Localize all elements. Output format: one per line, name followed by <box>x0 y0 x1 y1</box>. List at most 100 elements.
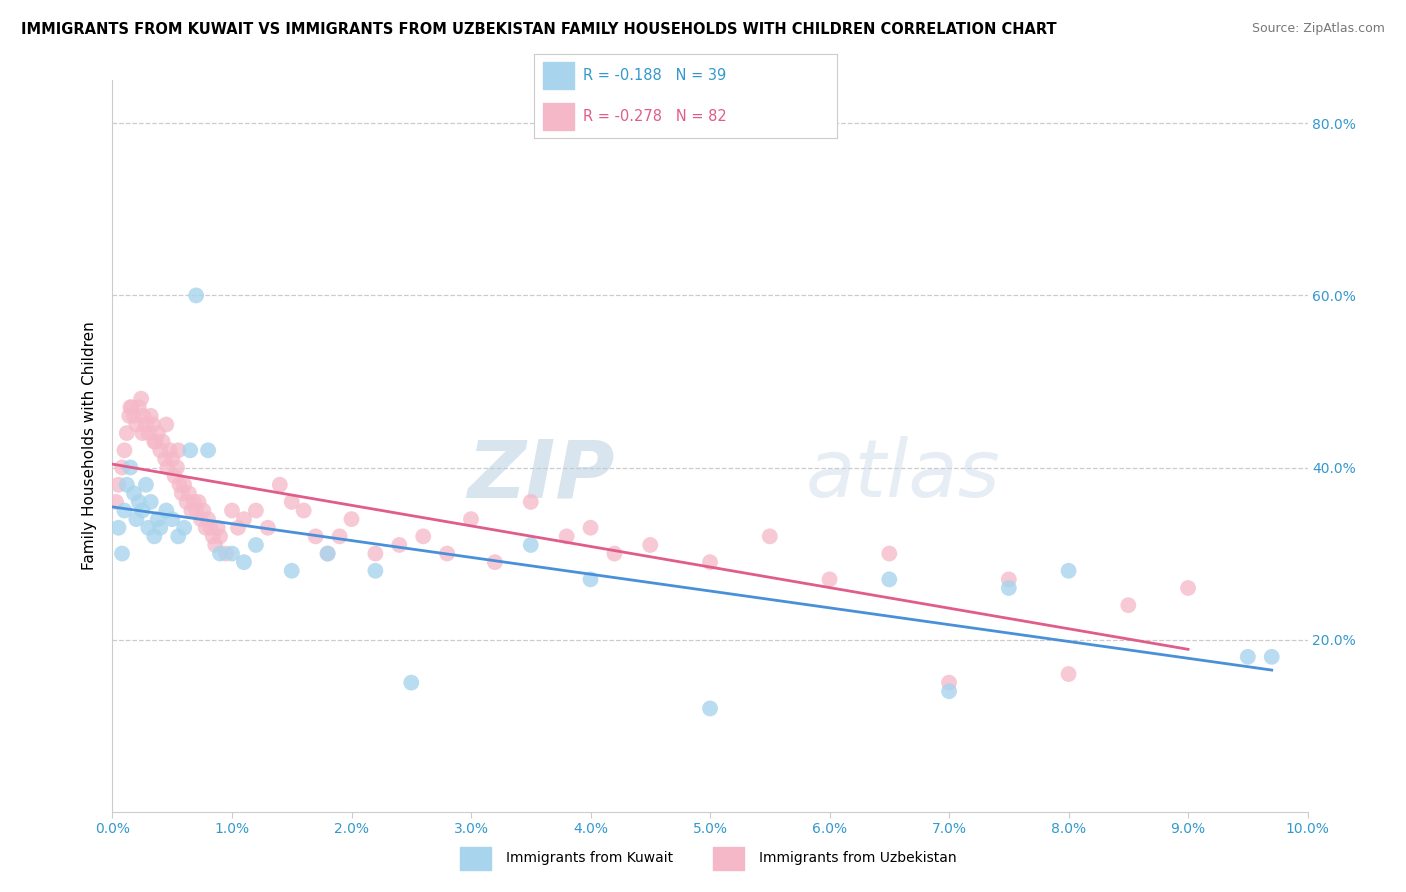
Point <box>118 409 141 423</box>
Text: IMMIGRANTS FROM KUWAIT VS IMMIGRANTS FROM UZBEKISTAN FAMILY HOUSEHOLDS WITH CHIL: IMMIGRANTS FROM KUWAIT VS IMMIGRANTS FRO… <box>21 22 1057 37</box>
Point <box>105 495 128 509</box>
Point <box>138 426 160 441</box>
Point <box>257 521 280 535</box>
Point <box>520 495 543 509</box>
Point <box>186 503 208 517</box>
Point <box>167 529 190 543</box>
Point <box>173 521 195 535</box>
Text: Immigrants from Kuwait: Immigrants from Kuwait <box>506 851 673 865</box>
Point <box>131 426 153 441</box>
Point <box>159 443 181 458</box>
Text: atlas: atlas <box>806 436 1001 515</box>
Point <box>155 417 177 432</box>
Point <box>436 547 458 561</box>
Point <box>107 477 129 491</box>
Point <box>364 564 387 578</box>
Point <box>139 495 162 509</box>
Point <box>135 417 157 432</box>
Point <box>281 564 304 578</box>
Point <box>131 503 153 517</box>
Text: Source: ZipAtlas.com: Source: ZipAtlas.com <box>1251 22 1385 36</box>
Point <box>1057 564 1080 578</box>
Point <box>555 529 578 543</box>
Text: R = -0.188   N = 39: R = -0.188 N = 39 <box>582 68 725 83</box>
Point <box>135 477 157 491</box>
Point <box>179 443 201 458</box>
Point <box>197 443 219 458</box>
Text: R = -0.278   N = 82: R = -0.278 N = 82 <box>582 109 727 124</box>
Point <box>818 573 841 587</box>
Point <box>146 426 169 441</box>
Point <box>221 547 243 561</box>
Point <box>938 684 960 698</box>
Point <box>128 495 150 509</box>
Point <box>209 547 232 561</box>
Point <box>173 477 195 491</box>
Point <box>138 521 160 535</box>
Point <box>197 512 219 526</box>
Point <box>143 434 166 449</box>
Point <box>187 495 209 509</box>
Point <box>194 521 217 535</box>
Point <box>142 417 165 432</box>
Point <box>155 503 177 517</box>
Point <box>245 503 267 517</box>
Point <box>132 409 155 423</box>
Point <box>209 529 232 543</box>
Point <box>269 477 291 491</box>
Point <box>111 547 134 561</box>
Point <box>149 521 172 535</box>
Point <box>759 529 782 543</box>
Point <box>1237 649 1260 664</box>
Point <box>169 477 191 491</box>
Text: Immigrants from Uzbekistan: Immigrants from Uzbekistan <box>759 851 957 865</box>
Point <box>125 512 148 526</box>
Point <box>579 573 602 587</box>
Text: ZIP: ZIP <box>467 436 614 515</box>
Point <box>162 451 183 466</box>
Point <box>460 512 482 526</box>
Point <box>153 451 176 466</box>
Point <box>207 521 229 535</box>
Point <box>879 547 901 561</box>
Point <box>128 401 150 415</box>
Point <box>998 573 1021 587</box>
Point <box>233 555 256 569</box>
Point <box>193 503 215 517</box>
Point <box>122 409 145 423</box>
Point <box>121 401 143 415</box>
Point <box>114 503 135 517</box>
Bar <box>543 103 574 130</box>
Point <box>879 573 901 587</box>
Point <box>139 409 162 423</box>
Point <box>233 512 256 526</box>
Point <box>329 529 352 543</box>
Point <box>107 521 129 535</box>
Point <box>170 486 193 500</box>
Point <box>166 460 188 475</box>
Point <box>699 701 721 715</box>
Point <box>120 401 142 415</box>
Point <box>146 512 169 526</box>
Point <box>1118 598 1140 612</box>
Point <box>1057 667 1080 681</box>
Point <box>221 503 243 517</box>
Point <box>316 547 339 561</box>
Point <box>281 495 304 509</box>
Point <box>412 529 434 543</box>
Point <box>190 512 212 526</box>
Point <box>183 495 205 509</box>
Bar <box>543 62 574 89</box>
Point <box>699 555 721 569</box>
Point <box>125 417 148 432</box>
Point <box>292 503 315 517</box>
Point <box>340 512 363 526</box>
Point <box>163 469 186 483</box>
Point <box>579 521 602 535</box>
Point <box>111 460 134 475</box>
Point <box>938 675 960 690</box>
Point <box>226 521 249 535</box>
Point <box>388 538 411 552</box>
Point <box>186 288 208 302</box>
Point <box>520 538 543 552</box>
